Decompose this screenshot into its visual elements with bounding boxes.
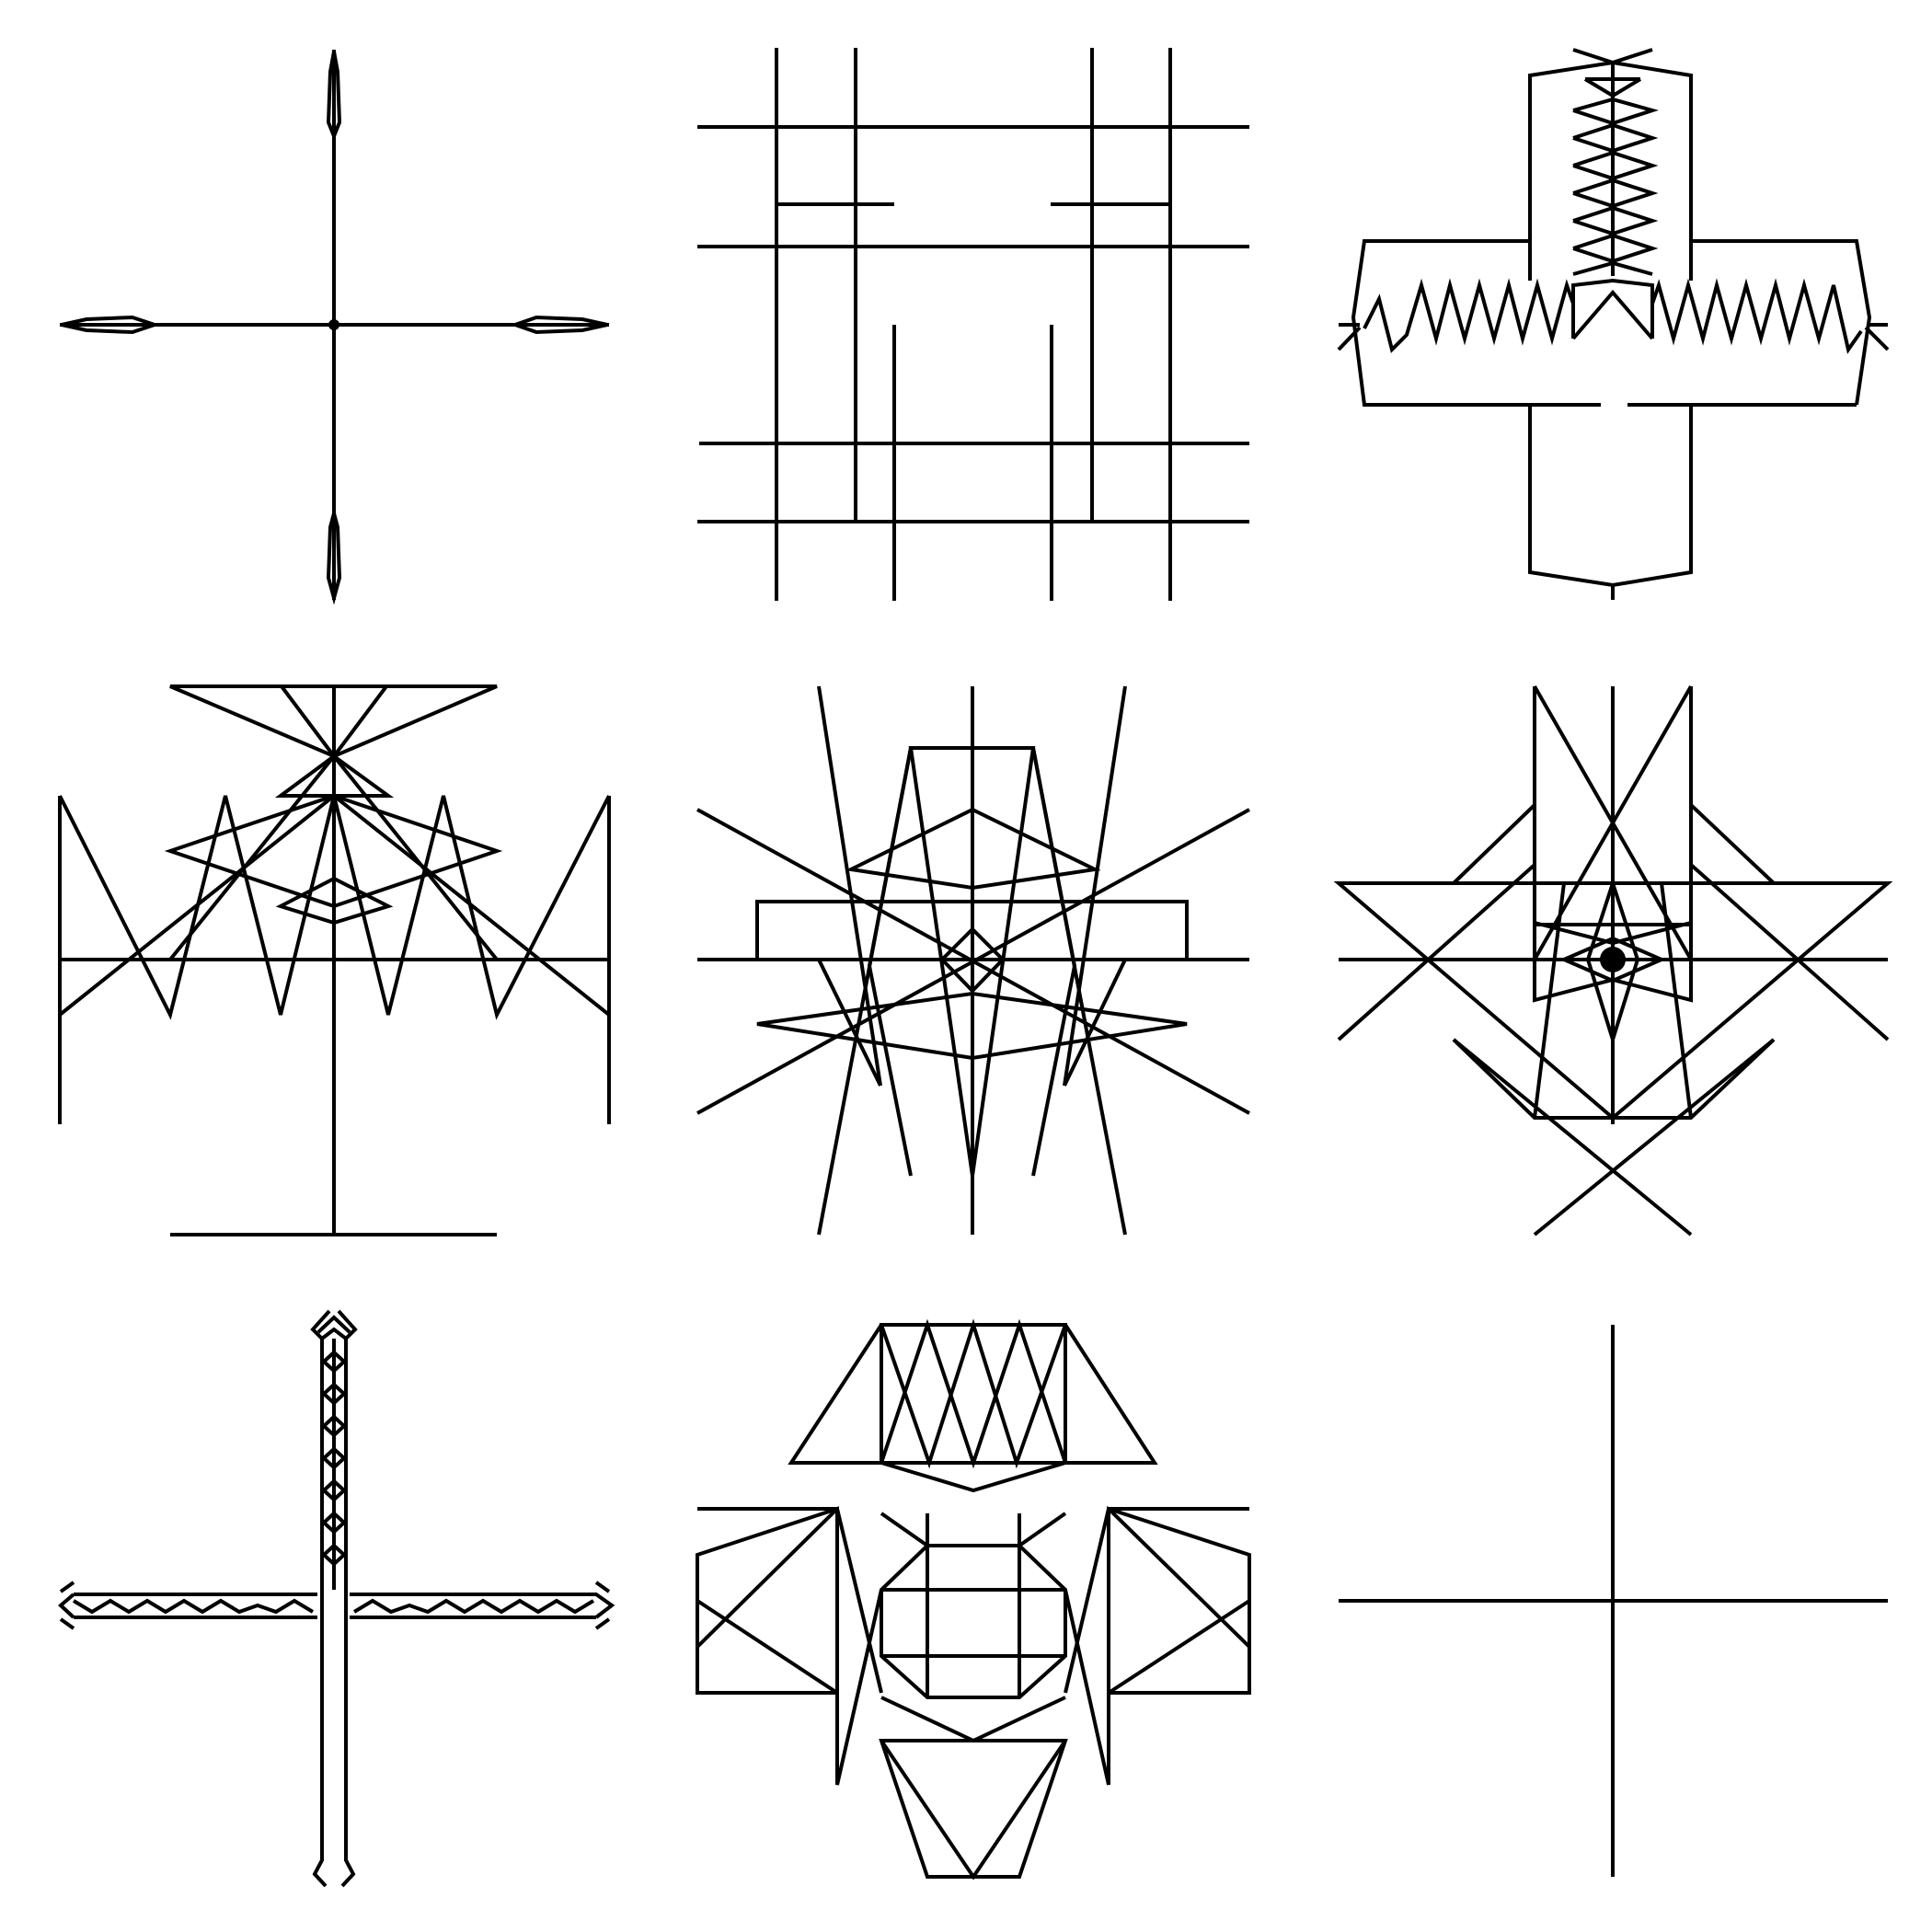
geometric-flower-emblem-glyph — [696, 1318, 1251, 1880]
cross-with-zigzag-bands-glyph — [1337, 48, 1890, 600]
plain-cross-with-pointed-tips-glyph — [60, 50, 609, 605]
radiating-lines-emblem-glyph — [696, 685, 1250, 1236]
simple-plus-cross-glyph — [1339, 1325, 1888, 1877]
braided-thin-cross-glyph — [57, 1309, 615, 1888]
star-and-diamond-emblem-glyph — [1333, 685, 1893, 1236]
triangle-fan-emblem-glyph — [58, 684, 611, 1236]
rectilinear-grid-pattern-glyph — [697, 48, 1249, 601]
